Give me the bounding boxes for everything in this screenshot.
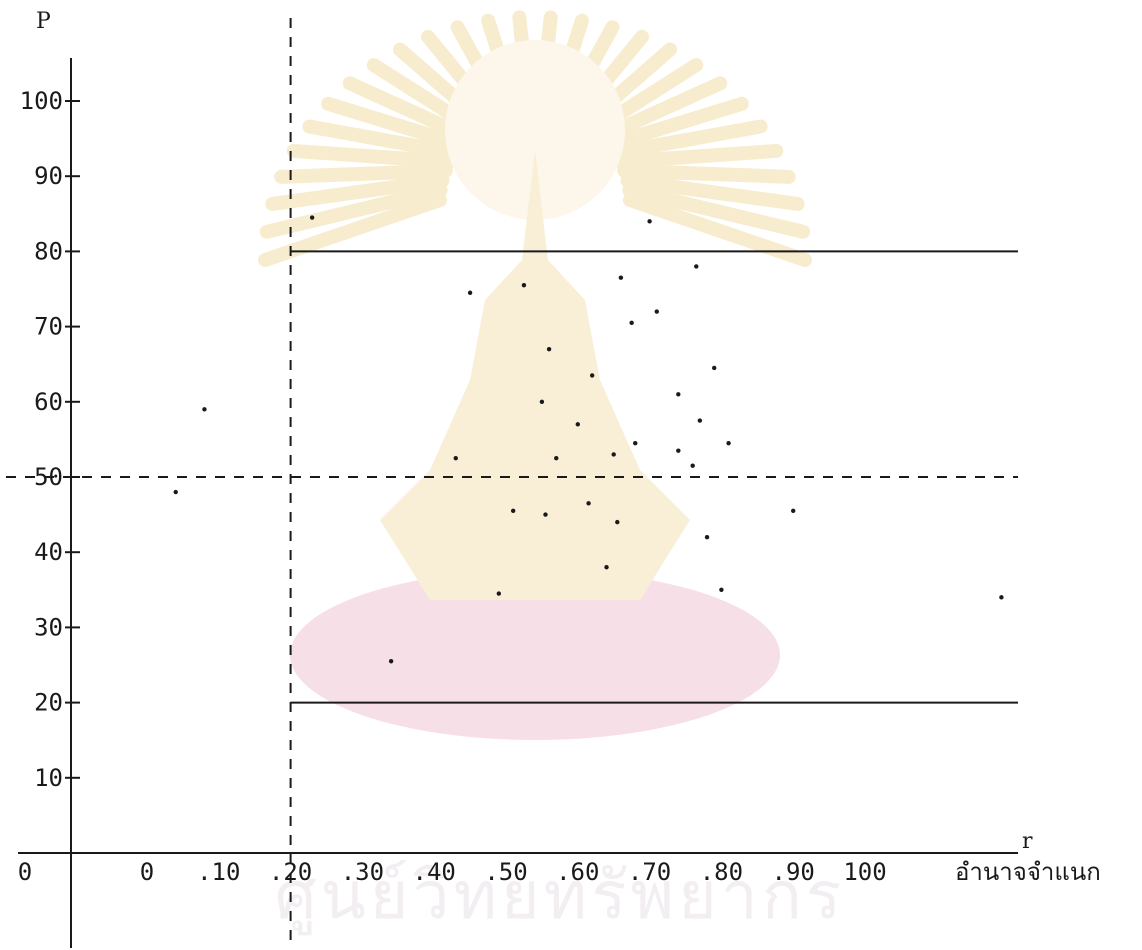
data-point xyxy=(999,595,1004,600)
data-point xyxy=(173,489,178,495)
y-tick-label: 60 xyxy=(34,388,63,416)
axes xyxy=(18,58,1018,948)
y-tick-label: 10 xyxy=(34,764,63,792)
x-tick-label: 100 xyxy=(843,858,886,886)
data-point xyxy=(202,407,207,412)
watermark-ray xyxy=(620,173,805,211)
watermark-ray xyxy=(274,163,453,184)
data-point xyxy=(589,373,595,378)
watermark-pagoda xyxy=(380,150,690,600)
x-tick-label: .50 xyxy=(484,858,527,886)
watermark-ray xyxy=(622,183,811,239)
data-point xyxy=(704,534,710,540)
data-point xyxy=(575,422,580,427)
watermark-ray xyxy=(600,96,749,153)
x-tick-label: .30 xyxy=(341,858,384,886)
data-point xyxy=(510,508,516,514)
data-point xyxy=(633,440,638,446)
y-tick-label: 70 xyxy=(34,313,63,341)
data-point xyxy=(467,290,473,295)
watermark-ray xyxy=(607,119,768,161)
y-tick-label: 30 xyxy=(34,613,63,641)
y-axis-zero-label: 0 xyxy=(18,858,32,886)
data-point xyxy=(712,365,717,371)
x-tick-label: .40 xyxy=(413,858,456,886)
watermark-ray xyxy=(302,119,463,161)
x-tick-label: .90 xyxy=(772,858,815,886)
data-point xyxy=(791,508,796,514)
y-axis-ticks: 10 20 30 40 50 60 70 80 90 100 xyxy=(20,87,80,792)
y-tick-label: 80 xyxy=(34,237,63,265)
data-points xyxy=(173,215,1004,664)
y-tick-label: 100 xyxy=(20,87,63,115)
x-tick-label: .20 xyxy=(269,858,312,886)
watermark-ray xyxy=(623,193,812,267)
data-point xyxy=(697,418,703,423)
y-tick-label: 90 xyxy=(34,162,63,190)
data-point xyxy=(521,283,527,288)
data-point xyxy=(496,591,502,596)
data-point xyxy=(618,275,624,280)
watermark-ray xyxy=(321,96,470,153)
watermark-ray xyxy=(612,143,784,169)
x-tick-label: .80 xyxy=(700,858,743,886)
reference-lines xyxy=(6,18,1018,945)
data-point xyxy=(647,219,652,224)
x-tick-label: 0 xyxy=(140,858,154,886)
data-point xyxy=(554,456,559,461)
data-point xyxy=(604,565,609,570)
data-point xyxy=(586,501,591,506)
x-tick-label: .60 xyxy=(556,858,599,886)
y-tick-label: 40 xyxy=(34,538,63,566)
watermark-ray xyxy=(286,143,458,169)
data-point xyxy=(615,519,620,525)
y-tick-label: 20 xyxy=(34,689,63,717)
x-axis-ticks: 0 .10 .20 .30 .40 .50 .60 .70 .80 .90 100 xyxy=(140,858,887,886)
data-point xyxy=(719,587,724,592)
watermark-seal: ศูนย์วิทยทรัพยากร xyxy=(258,10,846,936)
watermark-halo xyxy=(445,40,625,220)
x-axis-letter: r xyxy=(1022,829,1033,854)
data-point xyxy=(539,399,545,404)
watermark-ray xyxy=(265,173,450,211)
watermark-text: ศูนย์วิทยทรัพยากร xyxy=(275,857,846,936)
data-point xyxy=(690,463,695,468)
data-point xyxy=(726,440,731,446)
watermark-ray xyxy=(258,193,447,267)
y-axis-label: P xyxy=(36,9,51,34)
x-tick-label: .70 xyxy=(628,858,671,886)
data-point xyxy=(388,659,394,664)
data-point xyxy=(611,452,616,457)
watermark-base xyxy=(290,570,780,740)
data-point xyxy=(676,392,681,397)
watermark-ray xyxy=(259,183,448,239)
data-point xyxy=(629,320,634,326)
watermark-ray xyxy=(617,163,796,184)
data-point xyxy=(654,309,659,314)
data-point xyxy=(309,215,315,220)
data-point xyxy=(453,456,458,461)
y-tick-label: 50 xyxy=(34,463,63,491)
x-axis-title: อำนาจจำแนก xyxy=(955,858,1101,886)
data-point xyxy=(676,448,681,453)
data-point xyxy=(546,346,552,352)
data-point xyxy=(543,512,548,517)
data-point xyxy=(694,264,699,269)
x-tick-label: .10 xyxy=(197,858,240,886)
